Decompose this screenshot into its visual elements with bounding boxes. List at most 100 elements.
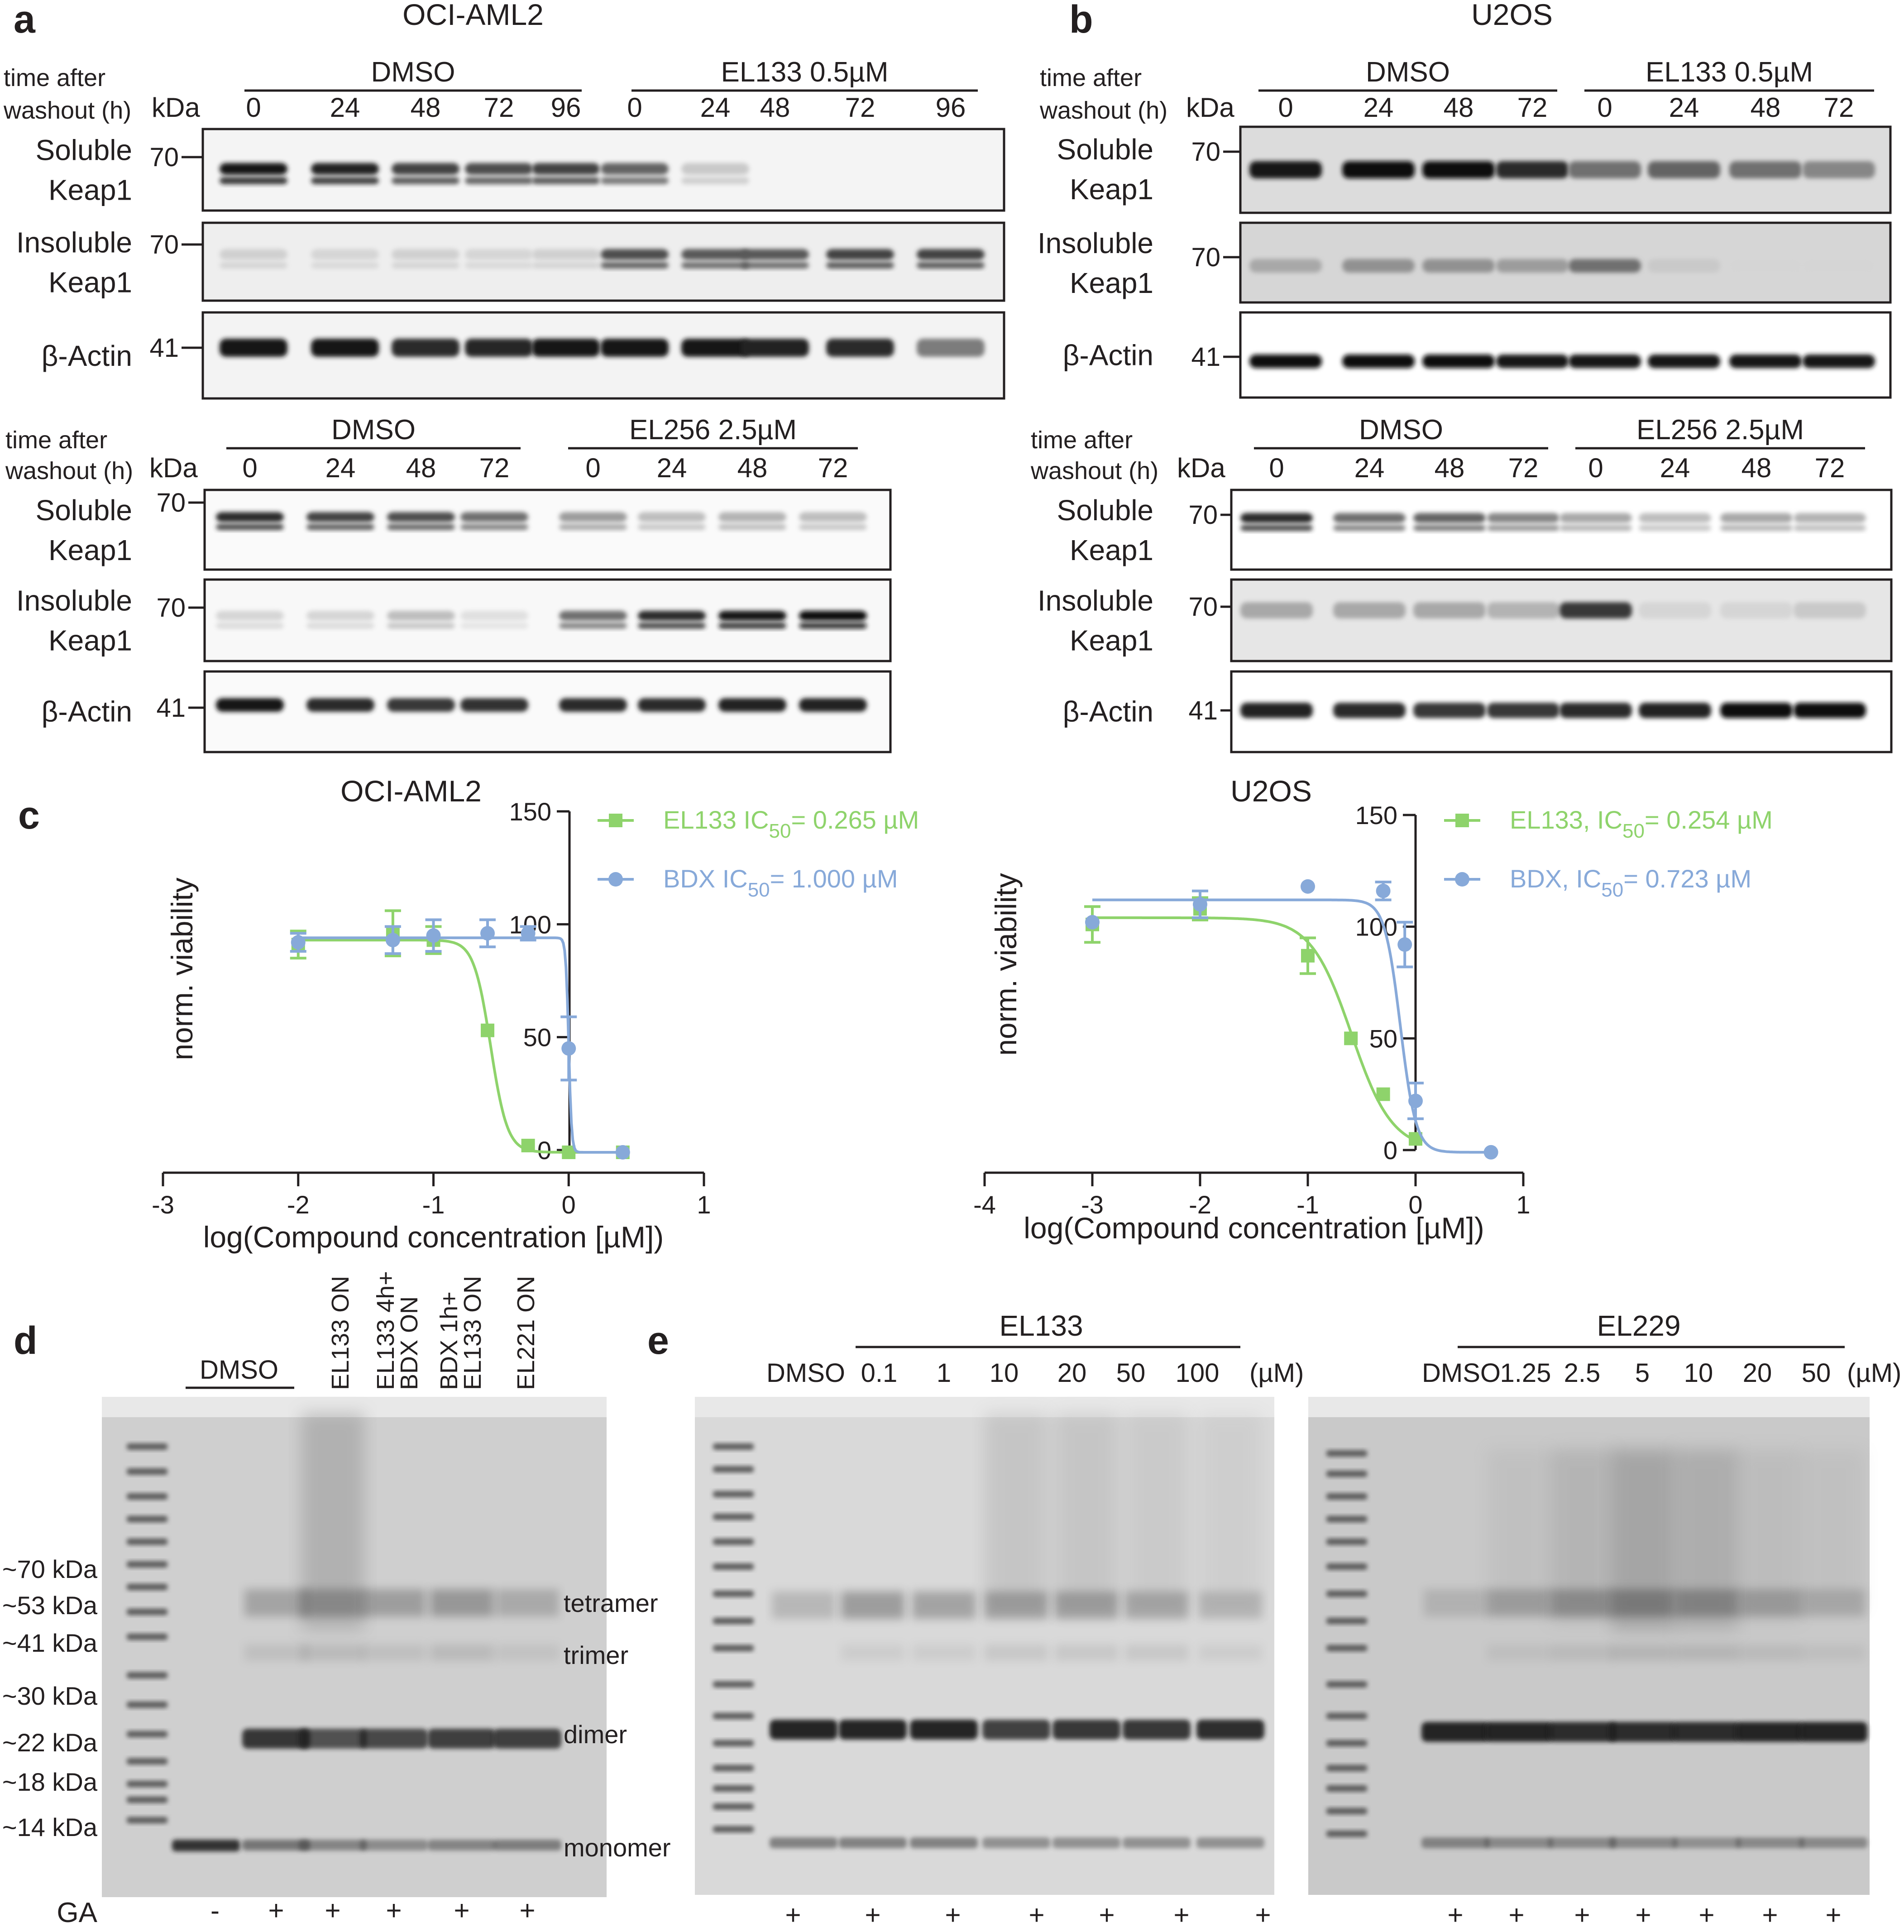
blot-band: [1249, 161, 1322, 178]
lane-label: 0: [246, 92, 261, 123]
dimer-band: [1609, 1722, 1677, 1742]
blot-band: [681, 163, 749, 175]
ga-sign: +: [325, 1895, 340, 1926]
blot-band: [1413, 602, 1486, 618]
legend-ic50-value: = 0.265 µM: [791, 805, 919, 834]
blot-row-label: Keap1: [48, 624, 132, 657]
washout-label: washout (h): [5, 457, 133, 484]
blot-row: Insoluble Keap1 70: [16, 578, 892, 662]
blot-band: [1333, 602, 1406, 618]
trimer-band: [1738, 1644, 1802, 1661]
blot-row-label: Insoluble: [16, 226, 132, 259]
y-axis-label: norm. viability: [989, 873, 1023, 1055]
legend-marker: [608, 872, 623, 887]
lane-label: 48: [406, 453, 436, 483]
lane-label-conc: 0.1: [861, 1358, 898, 1388]
band-label-dimer: dimer: [564, 1720, 627, 1749]
ga-sign: +: [1447, 1900, 1463, 1930]
ladder-band: [127, 1493, 167, 1500]
blot-band: [1333, 703, 1406, 718]
ga-sign: +: [945, 1900, 961, 1930]
ladder-band: [713, 1645, 754, 1651]
blot-band: [638, 611, 706, 621]
ladder-band: [713, 1740, 754, 1746]
trimer-band: [1802, 1644, 1865, 1661]
ga-sign: +: [865, 1900, 880, 1930]
trimer-band: [1199, 1644, 1262, 1661]
blot-band: [826, 249, 894, 260]
blot-band: [799, 512, 867, 522]
blot-band: [1639, 525, 1711, 531]
ladder-band: [1326, 1831, 1367, 1837]
blot-band: [1422, 259, 1495, 273]
blot-band: [1240, 513, 1313, 523]
y-tick-label: 100: [1355, 913, 1397, 941]
kda-marker: 70: [156, 593, 186, 623]
ladder-band: [713, 1618, 754, 1624]
compound-label-el133: EL133: [999, 1309, 1083, 1342]
legend-label: EL133, IC50= 0.254 µM: [1510, 805, 1773, 842]
blot-row: Soluble Keap1 70: [1057, 489, 1893, 571]
legend-ic50-label: EL133, IC: [1510, 805, 1622, 834]
data-point: [1344, 1031, 1358, 1045]
washout-label: washout (h): [3, 97, 131, 124]
data-point: [521, 926, 536, 941]
lane-label-conc: 100: [1176, 1358, 1220, 1388]
lane-label: 24: [330, 92, 360, 123]
ga-sign: +: [1762, 1900, 1778, 1930]
blot-band: [601, 177, 669, 184]
blot-band: [306, 623, 374, 629]
trimer-band: [1125, 1644, 1188, 1661]
ladder-band: [713, 1563, 754, 1570]
monomer-band: [1485, 1837, 1553, 1848]
blot-band: [638, 524, 706, 530]
ladder-band: [1326, 1591, 1367, 1597]
lane-label: 24: [1354, 453, 1385, 483]
blot-band: [1422, 161, 1495, 178]
gel-wells: [1308, 1397, 1870, 1417]
blot-band: [601, 163, 669, 175]
y-axis-label: norm. viability: [165, 877, 199, 1060]
legend-ic50-subscript: 50: [769, 820, 791, 842]
blot-frame: [201, 221, 1005, 302]
tetramer-band: [1125, 1592, 1188, 1619]
lane-label-rotated: BDX 1h+: [435, 1291, 463, 1390]
y-tick-label: 0: [1383, 1136, 1397, 1165]
ladder-band: [713, 1765, 754, 1771]
kda-marker: 41: [1191, 342, 1220, 372]
ladder-band: [713, 1466, 754, 1472]
ladder-band: [1326, 1516, 1367, 1522]
lane-label-conc: DMSO: [1422, 1358, 1501, 1388]
series-el133: EL133, IC50= 0.254 µM: [1084, 805, 1773, 1146]
blot-band: [1496, 161, 1569, 178]
data-point: [385, 933, 400, 948]
lane-label-rotated: EL133 ON: [327, 1276, 354, 1390]
lane-label-conc: 2.5: [1564, 1358, 1601, 1388]
data-point: [561, 1041, 576, 1056]
blot-band: [387, 512, 455, 522]
monomer-band: [1421, 1837, 1489, 1848]
kda-marker: 70: [156, 488, 186, 518]
blot-set-b-top: time after washout (h) kDa DMSO EL133 0.5µM 0…: [1038, 57, 1892, 399]
legend-ic50-value: = 0.254 µM: [1645, 805, 1773, 834]
lane-label: 48: [737, 453, 768, 483]
blot-band: [311, 339, 379, 357]
blot-row: Soluble Keap1 70: [36, 488, 892, 571]
blot-band: [1729, 161, 1802, 178]
ladder-band: [713, 1785, 754, 1792]
lane-label: 24: [325, 453, 356, 483]
dimer-band: [770, 1720, 837, 1740]
lane-label: 48: [1435, 453, 1465, 483]
blot-row: Soluble Keap1 70: [36, 128, 1005, 212]
blot-band: [1569, 355, 1641, 368]
ladder-label: ~70 kDa: [2, 1555, 98, 1583]
tetramer-band: [430, 1589, 493, 1616]
blot-row-label: Insoluble: [1038, 227, 1153, 259]
band-label-tetramer: tetramer: [564, 1589, 658, 1617]
blot-band: [311, 163, 379, 175]
lane-label-rotated: EL133 4h+: [372, 1271, 399, 1390]
blot-row-label: Soluble: [36, 134, 133, 166]
blot-band: [1240, 525, 1313, 531]
kda-marker: 70: [1188, 592, 1218, 622]
lane-label: 0: [242, 453, 257, 483]
